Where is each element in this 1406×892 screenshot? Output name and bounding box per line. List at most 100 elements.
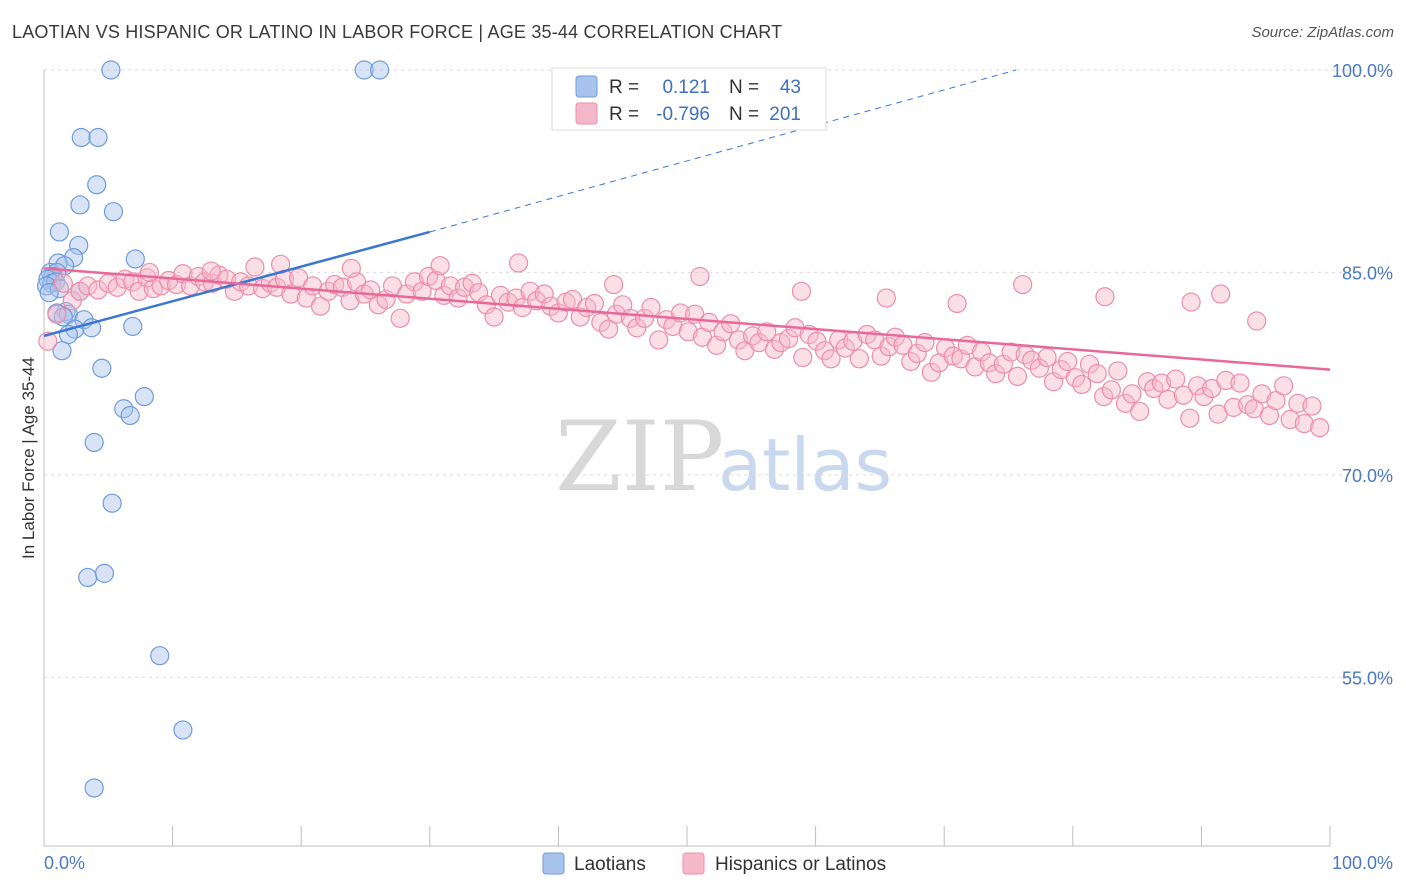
legend-n-value-1: 201 xyxy=(769,104,801,125)
point-hispanics-181 xyxy=(508,253,529,273)
point-hispanics-180 xyxy=(430,256,450,276)
point-hispanics-187 xyxy=(1013,274,1033,295)
point-hispanics-138 xyxy=(1043,372,1064,392)
point-hispanics-66 xyxy=(526,291,547,311)
y-tick-labels: 55.0% 70.0% 85.0% 100.0% xyxy=(1332,61,1393,688)
point-laotians-34 xyxy=(92,358,112,378)
point-hispanics-175 xyxy=(1310,418,1330,438)
point-laotians-31 xyxy=(123,316,143,337)
point-hispanics-52 xyxy=(426,270,446,291)
point-hispanics-189 xyxy=(1181,292,1201,312)
point-hispanics-164 xyxy=(1230,373,1250,393)
point-hispanics-129 xyxy=(979,353,999,373)
point-hispanics-82 xyxy=(641,297,661,318)
point-hispanics-32 xyxy=(281,284,301,304)
y-tick-label-3: 100.0% xyxy=(1332,61,1393,81)
watermark-atlas: atlas xyxy=(718,423,892,507)
point-hispanics-103 xyxy=(793,347,813,368)
point-hispanics-54 xyxy=(440,276,460,296)
point-laotians-2 xyxy=(370,60,390,80)
point-hispanics-150 xyxy=(1130,401,1150,422)
point-hispanics-171 xyxy=(1280,409,1300,430)
point-hispanics-154 xyxy=(1158,389,1178,409)
point-hispanics-177 xyxy=(201,261,221,281)
point-hispanics-67 xyxy=(534,284,554,304)
point-hispanics-124 xyxy=(943,346,963,366)
point-hispanics-162 xyxy=(1216,370,1236,390)
point-hispanics-6 xyxy=(88,280,108,300)
point-hispanics-182 xyxy=(604,274,624,295)
point-hispanics-10 xyxy=(123,272,143,292)
axes xyxy=(43,70,1331,847)
point-hispanics-170 xyxy=(1274,376,1294,396)
watermark-zip: ZIP xyxy=(555,401,724,513)
legend-swatch-hispanics xyxy=(575,102,598,125)
point-hispanics-36 xyxy=(310,296,331,316)
point-laotians-6 xyxy=(70,195,90,215)
point-hispanics-186 xyxy=(947,293,967,314)
point-laotians-5 xyxy=(87,175,107,195)
point-hispanics-74 xyxy=(584,293,605,314)
point-hispanics-131 xyxy=(993,354,1013,374)
point-hispanics-60 xyxy=(484,307,504,327)
x-tick-label-1: 100.0% xyxy=(1332,853,1393,873)
point-hispanics-185 xyxy=(876,288,896,308)
point-hispanics-145 xyxy=(1094,386,1114,407)
point-hispanics-65 xyxy=(520,281,540,301)
point-hispanics-147 xyxy=(1108,361,1128,381)
y-axis-label: In Labor Force | Age 35-44 xyxy=(19,357,38,559)
point-laotians-33 xyxy=(52,341,72,361)
point-laotians-7 xyxy=(103,202,124,222)
point-laotians-23 xyxy=(39,283,59,303)
legend-r-value-1: -0.796 xyxy=(656,104,710,125)
point-hispanics-133 xyxy=(1007,366,1028,386)
point-hispanics-132 xyxy=(1001,342,1021,362)
point-hispanics-81 xyxy=(634,308,655,328)
point-hispanics-144 xyxy=(1087,364,1107,384)
point-laotians-9 xyxy=(69,235,89,256)
legend-r-value-0: 0.121 xyxy=(662,77,710,98)
point-hispanics-101 xyxy=(778,328,799,349)
point-hispanics-184 xyxy=(791,281,812,301)
legend-swatch-laotians xyxy=(575,75,598,98)
point-hispanics-2 xyxy=(53,273,73,293)
point-laotians-35 xyxy=(134,386,154,407)
point-laotians-16 xyxy=(43,266,63,287)
legend-n-value-0: 43 xyxy=(780,77,801,98)
point-laotians-11 xyxy=(125,249,145,269)
y-tick-label-1: 70.0% xyxy=(1342,466,1393,486)
point-laotians-3 xyxy=(71,127,91,148)
point-hispanics-169 xyxy=(1266,391,1286,411)
point-hispanics-47 xyxy=(390,308,410,328)
legend-box xyxy=(551,67,827,131)
point-hispanics-179 xyxy=(341,258,361,278)
point-hispanics-188 xyxy=(1095,287,1115,307)
point-hispanics-172 xyxy=(1288,393,1308,413)
point-hispanics-191 xyxy=(1247,311,1267,331)
series-laotians xyxy=(36,60,390,798)
point-hispanics-98 xyxy=(757,322,777,342)
bottom-legend-label-laotians: Laotians xyxy=(574,854,646,875)
x-tick-labels: 0.0% 100.0% xyxy=(44,853,1393,873)
point-hispanics-38 xyxy=(325,274,345,295)
trend-line-extension-0 xyxy=(429,69,1017,233)
point-hispanics-183 xyxy=(690,266,710,287)
point-hispanics-8 xyxy=(107,277,127,297)
point-laotians-42 xyxy=(150,646,170,666)
point-laotians-43 xyxy=(173,720,193,740)
trend-line-1 xyxy=(43,267,1331,371)
bottom-legend-label-hispanics: Hispanics or Latinos xyxy=(715,854,886,875)
point-laotians-8 xyxy=(49,222,70,242)
legend-n-label-0: N = xyxy=(729,77,759,98)
point-hispanics-87 xyxy=(678,322,698,342)
point-hispanics-1 xyxy=(47,304,67,324)
point-hispanics-142 xyxy=(1072,374,1092,395)
point-laotians-41 xyxy=(94,563,115,583)
point-laotians-37 xyxy=(120,405,140,426)
point-laotians-39 xyxy=(102,493,122,513)
y-tick-label-2: 85.0% xyxy=(1342,263,1393,283)
point-hispanics-119 xyxy=(907,343,927,364)
point-laotians-0 xyxy=(101,60,121,80)
point-laotians-4 xyxy=(88,127,108,148)
point-hispanics-156 xyxy=(1173,385,1193,405)
